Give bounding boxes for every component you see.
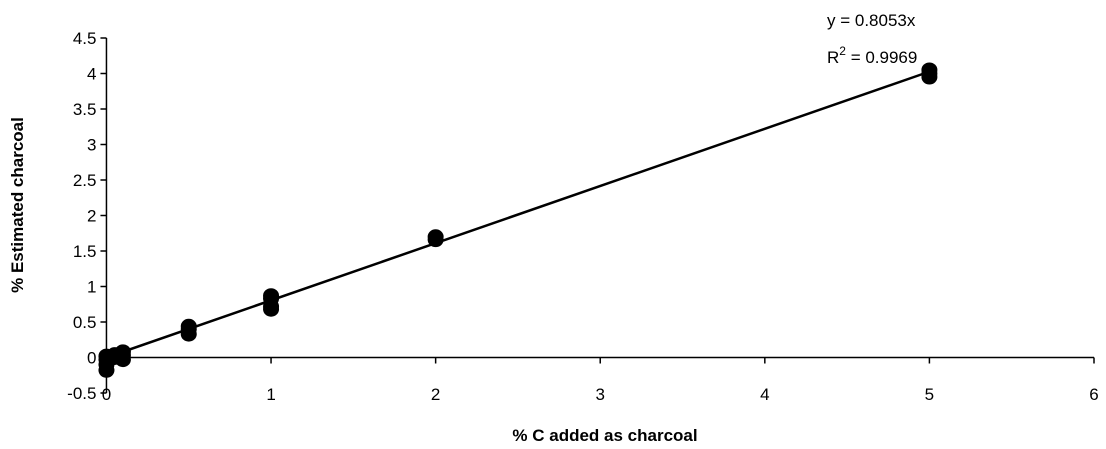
x-tick-label: 0: [102, 385, 111, 404]
r-squared-superscript: 2: [839, 44, 846, 58]
y-tick-label: 1.5: [73, 242, 97, 261]
trendline-group: [106, 70, 930, 359]
axes: [100, 37, 1095, 394]
y-tick-label: 3.5: [73, 100, 97, 119]
y-tick-label: 3: [87, 136, 96, 155]
data-point: [427, 229, 444, 245]
y-tick-label: 2.5: [73, 171, 97, 190]
data-point: [263, 288, 280, 304]
x-tick-label: 1: [266, 385, 275, 404]
data-point: [921, 62, 938, 78]
y-tick-label: 1: [87, 278, 96, 297]
x-tick-label: 5: [925, 385, 934, 404]
y-tick-label: 0.5: [73, 313, 97, 332]
y-tick-label: 4: [87, 65, 96, 84]
trendline-equation: y = 0.8053x: [827, 11, 916, 30]
y-axis-title: % Estimated charcoal: [8, 117, 27, 293]
r-squared-prefix: R: [827, 48, 839, 67]
y-tick-labels: -0.5 0 0.5 1 1.5 2 2.5 3 3.5 4 4.5: [67, 29, 96, 403]
data-point: [114, 344, 131, 360]
x-axis-title: % C added as charcoal: [512, 426, 697, 445]
y-tick-label: 2: [87, 207, 96, 226]
y-tick-label: -0.5: [67, 384, 96, 403]
data-point: [180, 318, 197, 334]
data-points: [98, 62, 938, 378]
r-squared-value: = 0.9969: [846, 48, 917, 67]
r-squared-label: R2 = 0.9969: [827, 44, 917, 67]
y-tick-label: 4.5: [73, 29, 97, 48]
trendline: [106, 70, 930, 359]
x-tick-label: 3: [595, 385, 604, 404]
x-tick-label: 6: [1089, 385, 1098, 404]
x-tick-label: 4: [760, 385, 769, 404]
x-tick-label: 2: [431, 385, 440, 404]
y-tick-label: 0: [87, 349, 96, 368]
x-tick-labels: 0 1 2 3 4 5 6: [102, 385, 1099, 404]
